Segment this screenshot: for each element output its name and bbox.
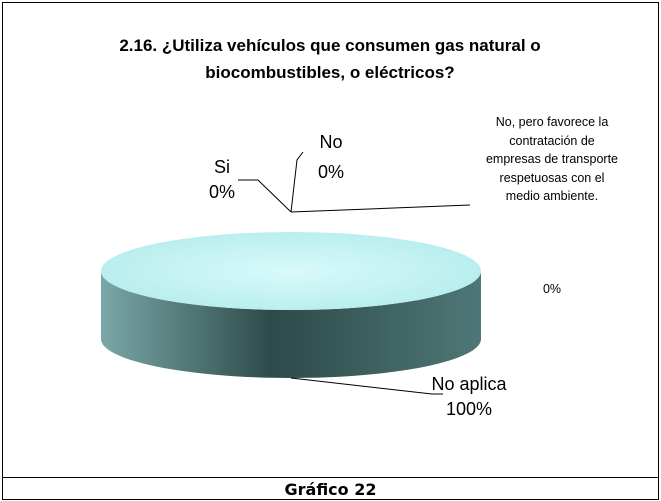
slice-value: 0% <box>208 182 235 202</box>
slice-value: 0% <box>542 282 562 296</box>
slice-value: 0% <box>317 162 344 182</box>
slice-label: No aplica <box>431 374 507 394</box>
caption: Gráfico 22 <box>284 480 377 499</box>
chart-title: 2.16. ¿Utiliza vehículos que consumen ga… <box>119 36 541 82</box>
leader-line <box>290 377 443 395</box>
slice <box>101 232 481 310</box>
leader-line <box>290 151 304 213</box>
leader-line <box>238 179 292 213</box>
slice-label: No, pero favorece la contratación de emp… <box>485 115 618 203</box>
slice-value: 100% <box>445 399 493 419</box>
slice-label: No <box>319 132 343 152</box>
slice-label: Si <box>213 157 230 177</box>
pie <box>101 232 481 378</box>
leader-line <box>290 204 471 213</box>
slice-side <box>101 271 481 378</box>
leader-lines <box>238 151 471 395</box>
separator <box>2 477 659 478</box>
